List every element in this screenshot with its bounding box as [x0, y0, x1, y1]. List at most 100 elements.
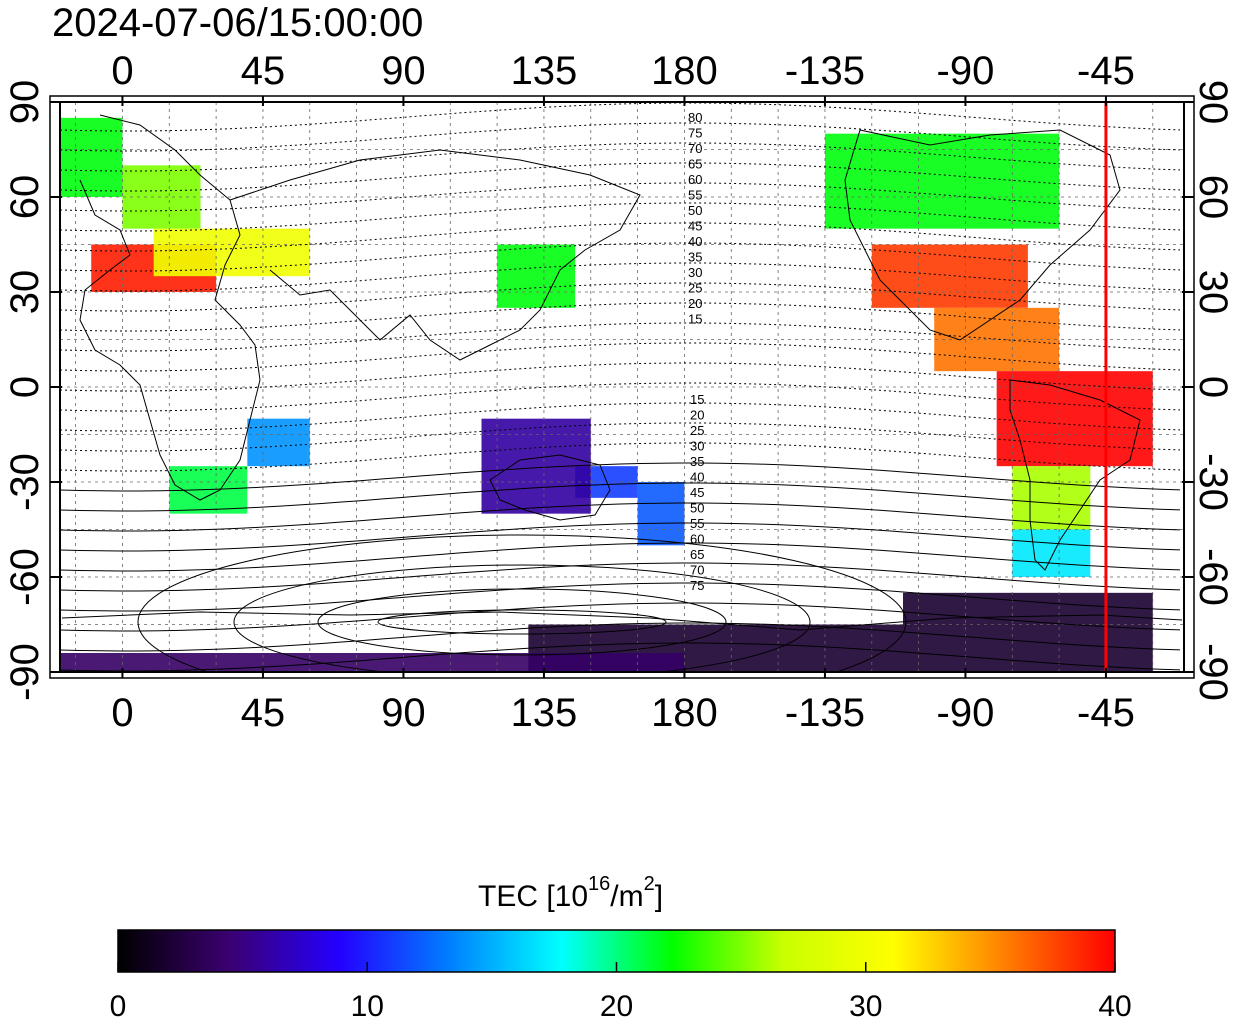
- x-tick-label-bottom: -135: [785, 691, 865, 735]
- contour-line: [60, 482, 1181, 512]
- y-tick-label-right: -90: [1191, 643, 1235, 701]
- tec-region-14: [1012, 466, 1091, 530]
- contour-line: [60, 402, 1181, 432]
- tec-region-11: [871, 244, 1028, 308]
- coast-australia: [489, 454, 611, 521]
- colorbar-tick-label: 40: [1098, 990, 1131, 1021]
- y-tick-label-left: 60: [3, 175, 47, 220]
- contour-label-south: 15: [690, 392, 704, 407]
- y-tick-label-left: 90: [3, 80, 47, 125]
- x-tick-label-top: -135: [785, 49, 865, 93]
- contour-polar-ring: [233, 564, 811, 672]
- contour-line: [60, 442, 1181, 472]
- y-tick-label-right: 60: [1191, 175, 1235, 220]
- x-tick-label-bottom: -90: [937, 691, 995, 735]
- x-tick-label-top: -45: [1077, 49, 1135, 93]
- contour-line: [60, 142, 1181, 172]
- coast-south-america: [1009, 379, 1141, 571]
- contour-label-south: 75: [690, 578, 704, 593]
- contour-line: [60, 422, 1181, 452]
- contour-label-south: 50: [690, 501, 704, 516]
- contour-label-south: 40: [690, 470, 704, 485]
- contour-label-south: 20: [690, 408, 704, 423]
- tec-region-13: [996, 371, 1153, 467]
- x-tick-label-top: 90: [381, 49, 426, 93]
- contour-label-north: 15: [688, 312, 702, 327]
- contour-label-north: 80: [688, 110, 702, 125]
- magnetic-contours: [60, 102, 1181, 672]
- contour-line: [60, 262, 1181, 292]
- contour-label-south: 35: [690, 454, 704, 469]
- coastlines: [61, 114, 1183, 631]
- contour-label-south: 65: [690, 547, 704, 562]
- x-tick-label-bottom: 45: [241, 691, 286, 735]
- contour-line: [60, 522, 1181, 552]
- contour-line: [60, 202, 1181, 232]
- contour-label-north: 45: [688, 219, 702, 234]
- x-tick-label-bottom: 135: [511, 691, 578, 735]
- tec-region-15: [1012, 529, 1091, 577]
- contour-label-south: 30: [690, 439, 704, 454]
- contour-label-north: 55: [688, 188, 702, 203]
- contour-label-north: 30: [688, 265, 702, 280]
- contour-polar-ring: [317, 588, 727, 656]
- contour-label-south: 55: [690, 516, 704, 531]
- contour-line: [60, 602, 1181, 632]
- y-tick-label-left: 0: [3, 376, 47, 398]
- map-area: [60, 102, 1184, 672]
- contour-line: [60, 322, 1181, 352]
- contour-label-north: 25: [688, 281, 702, 296]
- x-tick-label-bottom: -45: [1077, 691, 1135, 735]
- contour-line: [60, 542, 1181, 572]
- coast-antarctica: [61, 611, 1183, 631]
- contour-line: [60, 102, 1181, 132]
- contour-line: [60, 162, 1181, 192]
- coast-north-america: [844, 129, 1121, 341]
- contour-line: [60, 342, 1181, 372]
- contour-line: [60, 282, 1181, 312]
- tec-region-0: [60, 117, 123, 197]
- contour-line: [60, 382, 1181, 412]
- colorbar-tick-label: 20: [600, 990, 633, 1021]
- contour-line: [60, 462, 1181, 492]
- contour-line: [60, 122, 1181, 152]
- contour-line: [60, 502, 1181, 532]
- y-tick-label-right: 90: [1191, 80, 1235, 125]
- y-tick-label-left: -90: [3, 643, 47, 701]
- tec-region-5: [247, 418, 310, 467]
- contour-polar-ring: [377, 609, 667, 635]
- x-tick-label-bottom: 90: [381, 691, 426, 735]
- contour-line: [60, 562, 1181, 592]
- y-tick-label-right: -60: [1191, 548, 1235, 606]
- contour-line: [60, 622, 1181, 652]
- y-tick-label-left: -60: [3, 548, 47, 606]
- y-tick-label-left: -30: [3, 453, 47, 511]
- contour-label-south: 70: [690, 563, 704, 578]
- contour-line: [60, 642, 1181, 672]
- x-tick-label-bottom: 0: [111, 691, 133, 735]
- colorbar-ticks: 0 10 20 30 40: [110, 962, 1132, 1021]
- coast-africa-europe: [79, 114, 261, 501]
- contour-label-north: 40: [688, 234, 702, 249]
- colorbar-title: TEC [1016/m2]: [478, 873, 663, 913]
- y-tick-label-left: 30: [3, 270, 47, 315]
- colorbar-tick-label: 0: [110, 990, 127, 1021]
- tec-region-8: [637, 482, 685, 546]
- y-tick-label-right: 0: [1191, 376, 1235, 398]
- tec-region-16: [903, 592, 1153, 672]
- contour-label-south: 60: [690, 532, 704, 547]
- x-tick-label-top: 135: [511, 49, 578, 93]
- contour-line: [60, 302, 1181, 332]
- contour-label-north: 35: [688, 250, 702, 265]
- contour-polar-ring: [137, 534, 907, 672]
- y-tick-label-right: -30: [1191, 453, 1235, 511]
- contour-label-north: 60: [688, 172, 702, 187]
- contour-line: [60, 582, 1181, 612]
- contour-label-north: 50: [688, 203, 702, 218]
- contour-line: [60, 182, 1181, 212]
- tec-region-6: [497, 244, 576, 308]
- contour-label-north: 65: [688, 157, 702, 172]
